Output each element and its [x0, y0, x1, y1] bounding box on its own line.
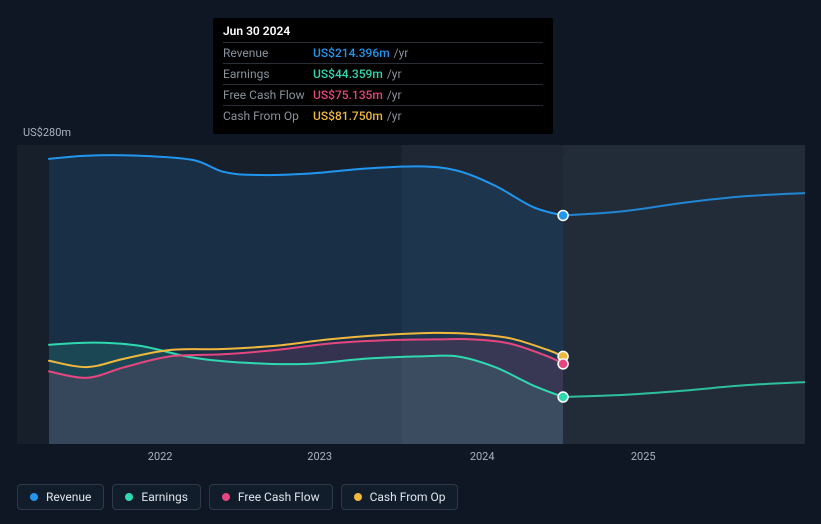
- y-axis-max: US$280m: [23, 126, 71, 139]
- legend-item[interactable]: Revenue: [17, 484, 104, 510]
- tooltip-row-label: Earnings: [223, 67, 313, 81]
- x-axis: 2022 2023 2024 2025: [17, 450, 805, 466]
- tooltip-row-unit: /yr: [394, 46, 409, 60]
- tooltip-row: Cash From OpUS$81.750m/yr: [223, 105, 543, 126]
- tooltip-row-label: Cash From Op: [223, 109, 313, 123]
- tooltip-row-unit: /yr: [387, 109, 402, 123]
- tooltip-row: Free Cash FlowUS$75.135m/yr: [223, 84, 543, 105]
- legend-label: Cash From Op: [370, 490, 446, 504]
- legend-label: Earnings: [141, 490, 188, 504]
- legend-dot: [222, 493, 230, 501]
- tooltip-row-unit: /yr: [387, 67, 402, 81]
- legend-item[interactable]: Cash From Op: [341, 484, 459, 510]
- x-tick: 2025: [631, 450, 656, 463]
- legend-dot: [125, 493, 133, 501]
- tooltip-row-label: Revenue: [223, 46, 313, 60]
- legend-dot: [354, 493, 362, 501]
- x-tick: 2022: [148, 450, 173, 463]
- chart-tooltip: Jun 30 2024 RevenueUS$214.396m/yrEarning…: [213, 18, 553, 134]
- tooltip-row: RevenueUS$214.396m/yr: [223, 42, 543, 63]
- tooltip-row-value: US$44.359m: [313, 67, 383, 81]
- tooltip-row: EarningsUS$44.359m/yr: [223, 63, 543, 84]
- x-tick: 2024: [470, 450, 495, 463]
- legend-label: Free Cash Flow: [238, 490, 320, 504]
- legend-item[interactable]: Free Cash Flow: [209, 484, 333, 510]
- legend-label: Revenue: [46, 490, 91, 504]
- legend-dot: [30, 493, 38, 501]
- legend: Revenue Earnings Free Cash Flow Cash From O…: [17, 484, 458, 510]
- tooltip-date: Jun 30 2024: [223, 24, 543, 38]
- financial-chart: { "tooltip": { "date": "Jun 30 2024", "u…: [0, 0, 821, 524]
- tooltip-row-value: US$81.750m: [313, 109, 383, 123]
- tooltip-row-value: US$214.396m: [313, 46, 390, 60]
- legend-item[interactable]: Earnings: [112, 484, 201, 510]
- plot-area: [17, 145, 805, 444]
- tooltip-row-label: Free Cash Flow: [223, 88, 313, 102]
- tooltip-row-unit: /yr: [387, 88, 402, 102]
- tooltip-row-value: US$75.135m: [313, 88, 383, 102]
- x-tick: 2023: [307, 450, 332, 463]
